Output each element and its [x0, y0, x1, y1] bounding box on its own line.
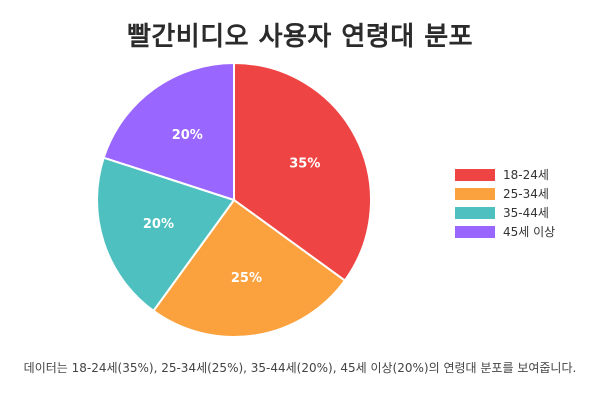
pie-slice-label-3: 20% [143, 217, 174, 232]
pie-slice-2 [152, 198, 347, 338]
legend-swatch [455, 206, 495, 219]
pie-slice-label-2: 25% [231, 271, 262, 286]
legend-label: 35-44세 [503, 206, 549, 220]
legend-swatch [455, 187, 495, 200]
legend-item[interactable]: 35-44세 [455, 203, 595, 222]
legend-item[interactable]: 25-34세 [455, 184, 595, 203]
legend-label: 25-34세 [503, 187, 549, 201]
legend-swatch [455, 168, 495, 181]
legend-item[interactable]: 45세 이상 [455, 222, 595, 241]
pie-slice-1 [233, 61, 372, 282]
legend-label: 18-24세 [503, 168, 549, 182]
legend-item[interactable]: 18-24세 [455, 165, 595, 184]
chart-title: 빨간비디오 사용자 연령대 분포 [126, 22, 474, 52]
chart-caption: 데이터는 18-24세(35%), 25-34세(25%), 35-44세(20… [23, 361, 577, 375]
legend-label: 45세 이상 [503, 225, 556, 239]
chart-legend: 18-24세 25-34세 35-44세 45세 이상 [455, 165, 595, 241]
pie-slice-label-4: 20% [172, 128, 203, 143]
legend-swatch [455, 225, 495, 238]
pie-slice-4 [102, 61, 235, 202]
pie-slice-3 [96, 156, 236, 313]
pie-slice-label-1: 35% [289, 156, 320, 171]
